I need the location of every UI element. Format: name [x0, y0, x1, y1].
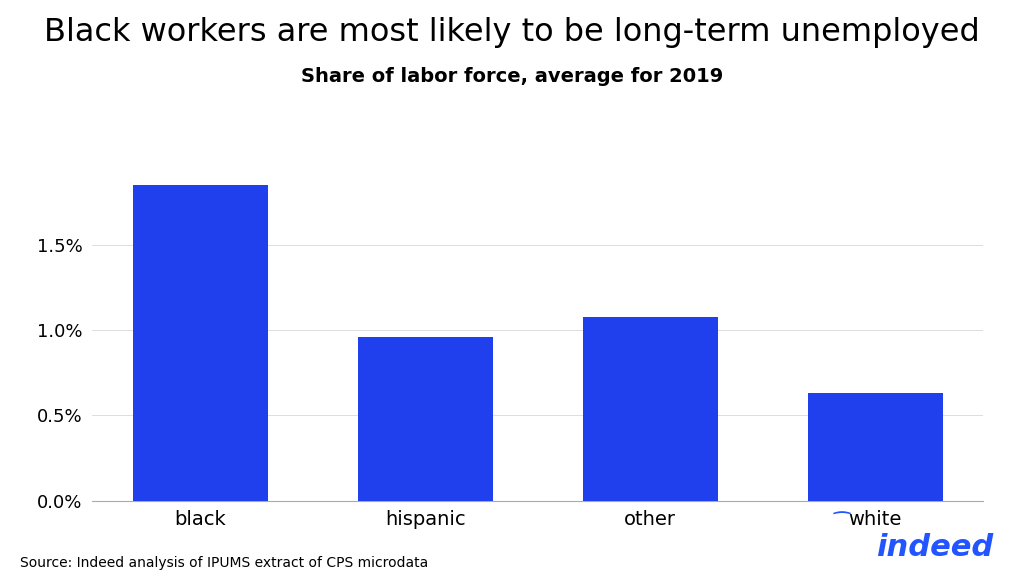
Text: Black workers are most likely to be long-term unemployed: Black workers are most likely to be long… [44, 17, 980, 48]
Text: Share of labor force, average for 2019: Share of labor force, average for 2019 [301, 67, 723, 86]
Text: indeed: indeed [876, 533, 993, 562]
Bar [808, 393, 942, 501]
Bar [357, 337, 493, 501]
Bar [133, 186, 267, 501]
Text: ⁀: ⁀ [834, 514, 850, 534]
Bar [583, 317, 718, 501]
Text: Source: Indeed analysis of IPUMS extract of CPS microdata: Source: Indeed analysis of IPUMS extract… [20, 556, 429, 570]
